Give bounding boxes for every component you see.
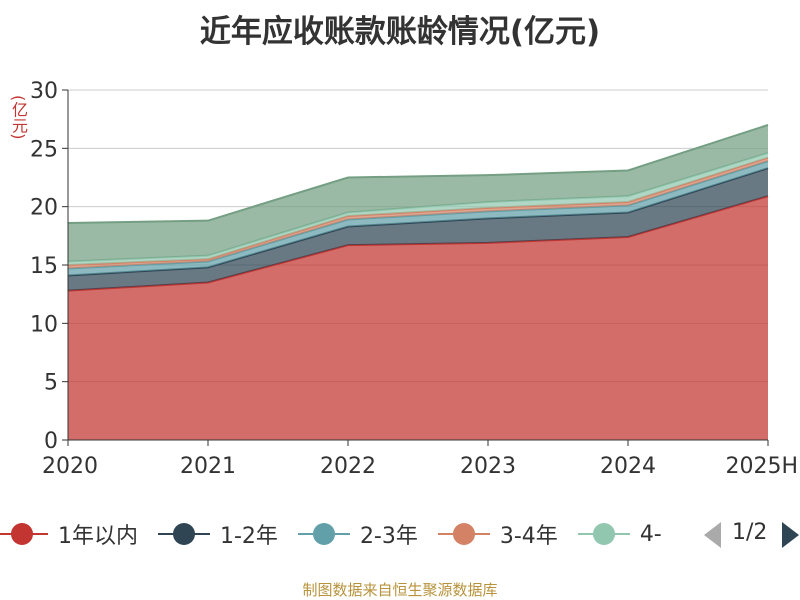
legend-marker-icon: [437, 522, 490, 546]
area-series-3: [68, 157, 768, 269]
legend-item[interactable]: 1-2年: [158, 518, 278, 550]
area-series-0: [68, 196, 768, 440]
chart-title: 近年应收账款账龄情况(亿元): [199, 14, 601, 50]
y-tick-label: 20: [30, 196, 58, 221]
legend-label: 4-: [639, 521, 662, 547]
y-tick-label: 25: [30, 137, 58, 162]
y-axis-unit-label: (亿元): [9, 94, 28, 140]
legend-label: 1-2年: [220, 524, 278, 549]
y-tick-label: 5: [44, 371, 58, 396]
area-series-4: [68, 153, 768, 265]
area-series-5: [68, 125, 768, 262]
legend-prev-page-icon[interactable]: [704, 522, 721, 548]
legend-marker-icon: [297, 522, 350, 546]
legend-item[interactable]: 3-4年: [437, 518, 558, 550]
legend: 1年以内 1-2年 2-3年 3-4年 4-: [0, 516, 800, 552]
legend-item[interactable]: 4-: [577, 521, 662, 547]
x-tick-label: 2024: [600, 454, 656, 479]
x-tick-label: 2021: [180, 454, 236, 479]
legend-marker-icon: [577, 522, 630, 546]
area-series-2: [68, 161, 768, 276]
legend-pager: 1/2: [700, 518, 800, 552]
x-tick-label: 2022: [320, 454, 376, 479]
legend-page-indicator: 1/2: [732, 520, 768, 545]
x-tick-label: 2020: [42, 454, 98, 479]
legend-label: 2-3年: [359, 524, 418, 549]
y-tick-label: 10: [30, 312, 58, 337]
legend-label: 1年以内: [58, 524, 138, 549]
y-tick-label: 15: [30, 254, 58, 279]
data-source-note: 制图数据来自恒生聚源数据库: [302, 581, 498, 599]
x-tick-label: 2025H: [725, 454, 798, 479]
legend-item[interactable]: 1年以内: [0, 518, 138, 550]
area-edge-series-5: [67, 124, 769, 224]
y-tick-label: 0: [44, 429, 58, 454]
legend-marker-icon: [0, 522, 48, 546]
x-tick-label: 2023: [460, 454, 516, 479]
legend-item[interactable]: 2-3年: [297, 518, 418, 550]
legend-next-page-icon[interactable]: [782, 522, 799, 548]
area-series-1: [68, 168, 768, 291]
legend-label: 3-4年: [499, 524, 558, 549]
y-tick-label: 30: [30, 79, 58, 104]
legend-marker-icon: [158, 522, 210, 546]
